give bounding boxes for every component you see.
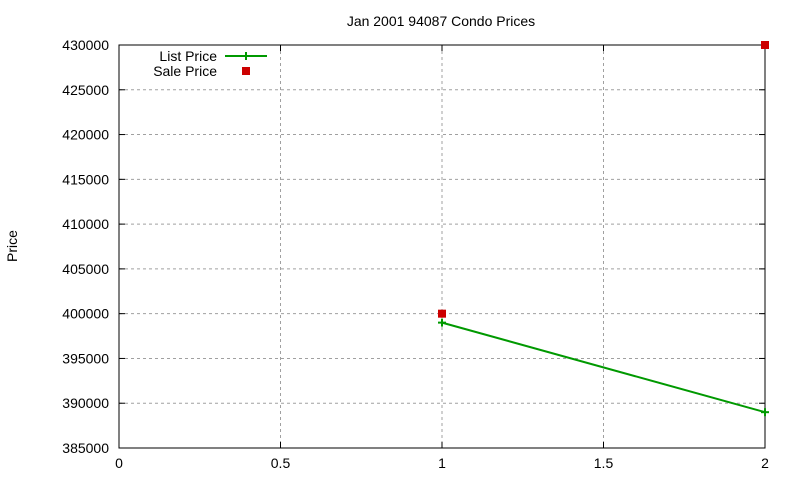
y-tick-label: 415000 xyxy=(62,171,109,187)
legend-label: List Price xyxy=(159,48,217,64)
plot-border xyxy=(118,44,766,449)
y-tick-label: 395000 xyxy=(62,350,109,366)
x-tick-label: 0.5 xyxy=(271,455,291,471)
x-tick-label: 1 xyxy=(438,455,446,471)
x-tick-label: 2 xyxy=(761,455,769,471)
series-sale-price xyxy=(438,41,769,318)
y-axis-label: Price xyxy=(4,230,20,262)
x-tick-label: 0 xyxy=(115,455,123,471)
y-tick-label: 390000 xyxy=(62,395,109,411)
series-line xyxy=(441,321,766,414)
square-marker-icon xyxy=(761,41,769,49)
y-tick-label: 410000 xyxy=(62,216,109,232)
legend-label: Sale Price xyxy=(153,63,217,79)
legend-square-icon xyxy=(242,67,250,75)
y-tick-label: 405000 xyxy=(62,261,109,277)
y-tick-label: 400000 xyxy=(62,306,109,322)
data-series xyxy=(438,41,769,417)
y-tick-label: 420000 xyxy=(62,127,109,143)
square-marker-icon xyxy=(438,309,446,318)
chart-title: Jan 2001 94087 Condo Prices xyxy=(347,13,535,29)
y-tick-label: 425000 xyxy=(62,82,109,98)
y-tick-label: 430000 xyxy=(62,37,109,53)
y-axis-ticks: 385000 390000 395000 400000 405000 410000 4150… xyxy=(62,37,765,456)
x-tick-label: 1.5 xyxy=(594,455,614,471)
grid-lines xyxy=(119,45,765,448)
series-list-price xyxy=(438,318,769,417)
y-tick-label: 385000 xyxy=(62,440,109,456)
